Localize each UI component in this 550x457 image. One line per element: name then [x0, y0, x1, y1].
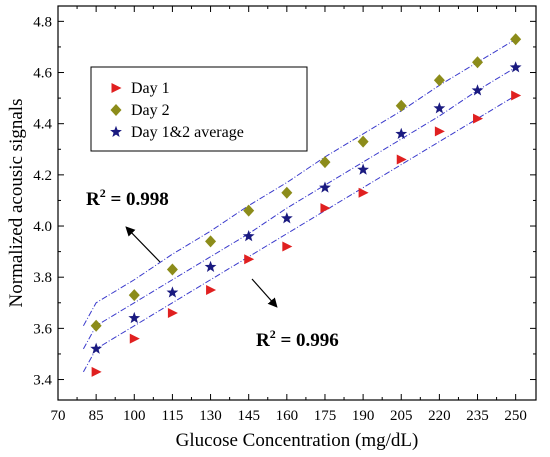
legend-marker — [110, 104, 122, 116]
r-squared-annotation-2: R2 = 0.996 — [256, 327, 339, 351]
series-3 — [90, 61, 522, 354]
data-point — [206, 284, 217, 295]
legend-label: Day 2 — [131, 102, 170, 119]
data-point — [204, 260, 217, 272]
data-point — [358, 187, 369, 198]
data-point — [90, 342, 103, 354]
data-point — [282, 241, 293, 252]
data-point — [205, 235, 217, 248]
data-point — [433, 102, 446, 114]
x-tick-label: 175 — [314, 408, 337, 424]
data-point — [473, 113, 484, 124]
x-tick-label: 250 — [504, 408, 527, 424]
x-tick-label: 220 — [428, 408, 451, 424]
data-point — [90, 319, 102, 332]
y-tick-label: 4.2 — [33, 168, 52, 184]
arrow-down-right — [251, 278, 278, 308]
data-point — [166, 286, 179, 298]
plot-frame — [57, 5, 537, 401]
data-point — [244, 254, 255, 265]
data-point — [433, 74, 445, 87]
data-point — [396, 154, 407, 165]
x-tick-label: 115 — [161, 408, 183, 424]
series-2 — [90, 33, 522, 332]
plot-area: 70 85 100 115 130 145 160 175 190 205 220 235 250 3.4… — [6, 5, 537, 451]
data-point — [511, 90, 522, 101]
y-tick-label: 4.8 — [33, 14, 52, 30]
data-point — [128, 289, 140, 302]
data-point — [510, 33, 522, 46]
data-point — [319, 156, 331, 169]
x-tick-label: 145 — [237, 408, 260, 424]
x-tick-label: 190 — [352, 408, 375, 424]
arrow-up-left — [125, 226, 161, 263]
fit-line-1 — [82, 95, 516, 373]
data-point — [281, 186, 293, 199]
x-axis-title: Glucose Concentration (mg/dL) — [176, 430, 419, 451]
x-tick-label: 160 — [276, 408, 299, 424]
data-point — [319, 181, 331, 193]
data-point — [129, 333, 140, 344]
data-point — [357, 163, 369, 175]
x-tick-label: 205 — [390, 408, 413, 424]
y-axis-title: Normalized acousic signals — [6, 99, 27, 308]
fit-line-3 — [82, 66, 516, 350]
data-point — [91, 366, 102, 377]
data-point — [357, 135, 369, 148]
x-tick-label: 85 — [89, 408, 104, 424]
legend: Day 1 Day 2 Day 1&2 average — [90, 66, 308, 152]
legend-marker — [110, 125, 122, 138]
y-tick-label: 3.8 — [33, 270, 52, 286]
x-tick-label: 70 — [51, 408, 66, 424]
y-tick-label: 4.4 — [33, 117, 52, 133]
data-point — [167, 308, 178, 319]
data-point — [242, 230, 255, 242]
data-point — [434, 126, 445, 137]
data-point — [280, 212, 293, 224]
x-tick-label: 100 — [123, 408, 146, 424]
legend-box — [90, 66, 308, 152]
y-tick-label: 4.0 — [33, 219, 52, 235]
data-point — [395, 99, 407, 112]
r-squared-annotation-1: R2 = 0.998 — [86, 186, 169, 210]
data-point — [243, 204, 255, 217]
data-point — [395, 127, 408, 139]
legend-marker — [111, 83, 122, 93]
y-tick-label: 3.6 — [33, 321, 52, 337]
data-point — [472, 56, 484, 69]
data-point — [320, 203, 331, 214]
data-point — [471, 84, 484, 96]
series-1 — [91, 90, 522, 377]
data-point — [509, 61, 522, 73]
y-tick-label: 4.6 — [33, 66, 52, 82]
legend-label: Day 1&2 average — [131, 124, 244, 141]
x-tick-label: 235 — [466, 408, 489, 424]
y-tick-label: 3.4 — [33, 373, 52, 389]
data-point — [166, 263, 178, 276]
x-tick-label: 130 — [199, 408, 222, 424]
legend-label: Day 1 — [131, 80, 170, 97]
data-point — [128, 311, 141, 324]
